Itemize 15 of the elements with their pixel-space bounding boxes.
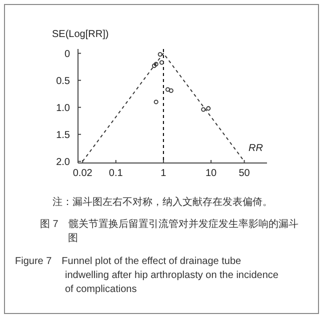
y-tick-label: 0.5 <box>56 76 70 87</box>
x-tick-label: 0.1 <box>108 168 124 179</box>
y-tick-label: 1.5 <box>56 130 70 141</box>
y-tick-label: 0 <box>64 48 70 60</box>
text: 注：漏斗图左右不对称，纳入文献存在发表偏倚。 <box>52 196 274 210</box>
x-tick-label: 50 <box>238 168 250 179</box>
caption: Figure 7 Funnel plot of the effect of drainage tube indwelling after hip arthroplasty on the incidence of complications <box>15 255 280 297</box>
x-tick-label: 1 <box>160 168 167 179</box>
x-axis-title: RR <box>248 143 263 154</box>
y-tick-label: 1.0 <box>56 102 70 114</box>
x-tick-label: 10 <box>205 168 218 179</box>
y-tick-label: 2.0 <box>56 156 70 168</box>
caption: 图 7 髋关节置换后留置引流管对并发症发生率影响的漏斗图 <box>40 218 300 246</box>
x-tick-label: 0.02 <box>72 168 93 179</box>
y-axis-title: SE(Log[RR]) <box>52 29 109 40</box>
